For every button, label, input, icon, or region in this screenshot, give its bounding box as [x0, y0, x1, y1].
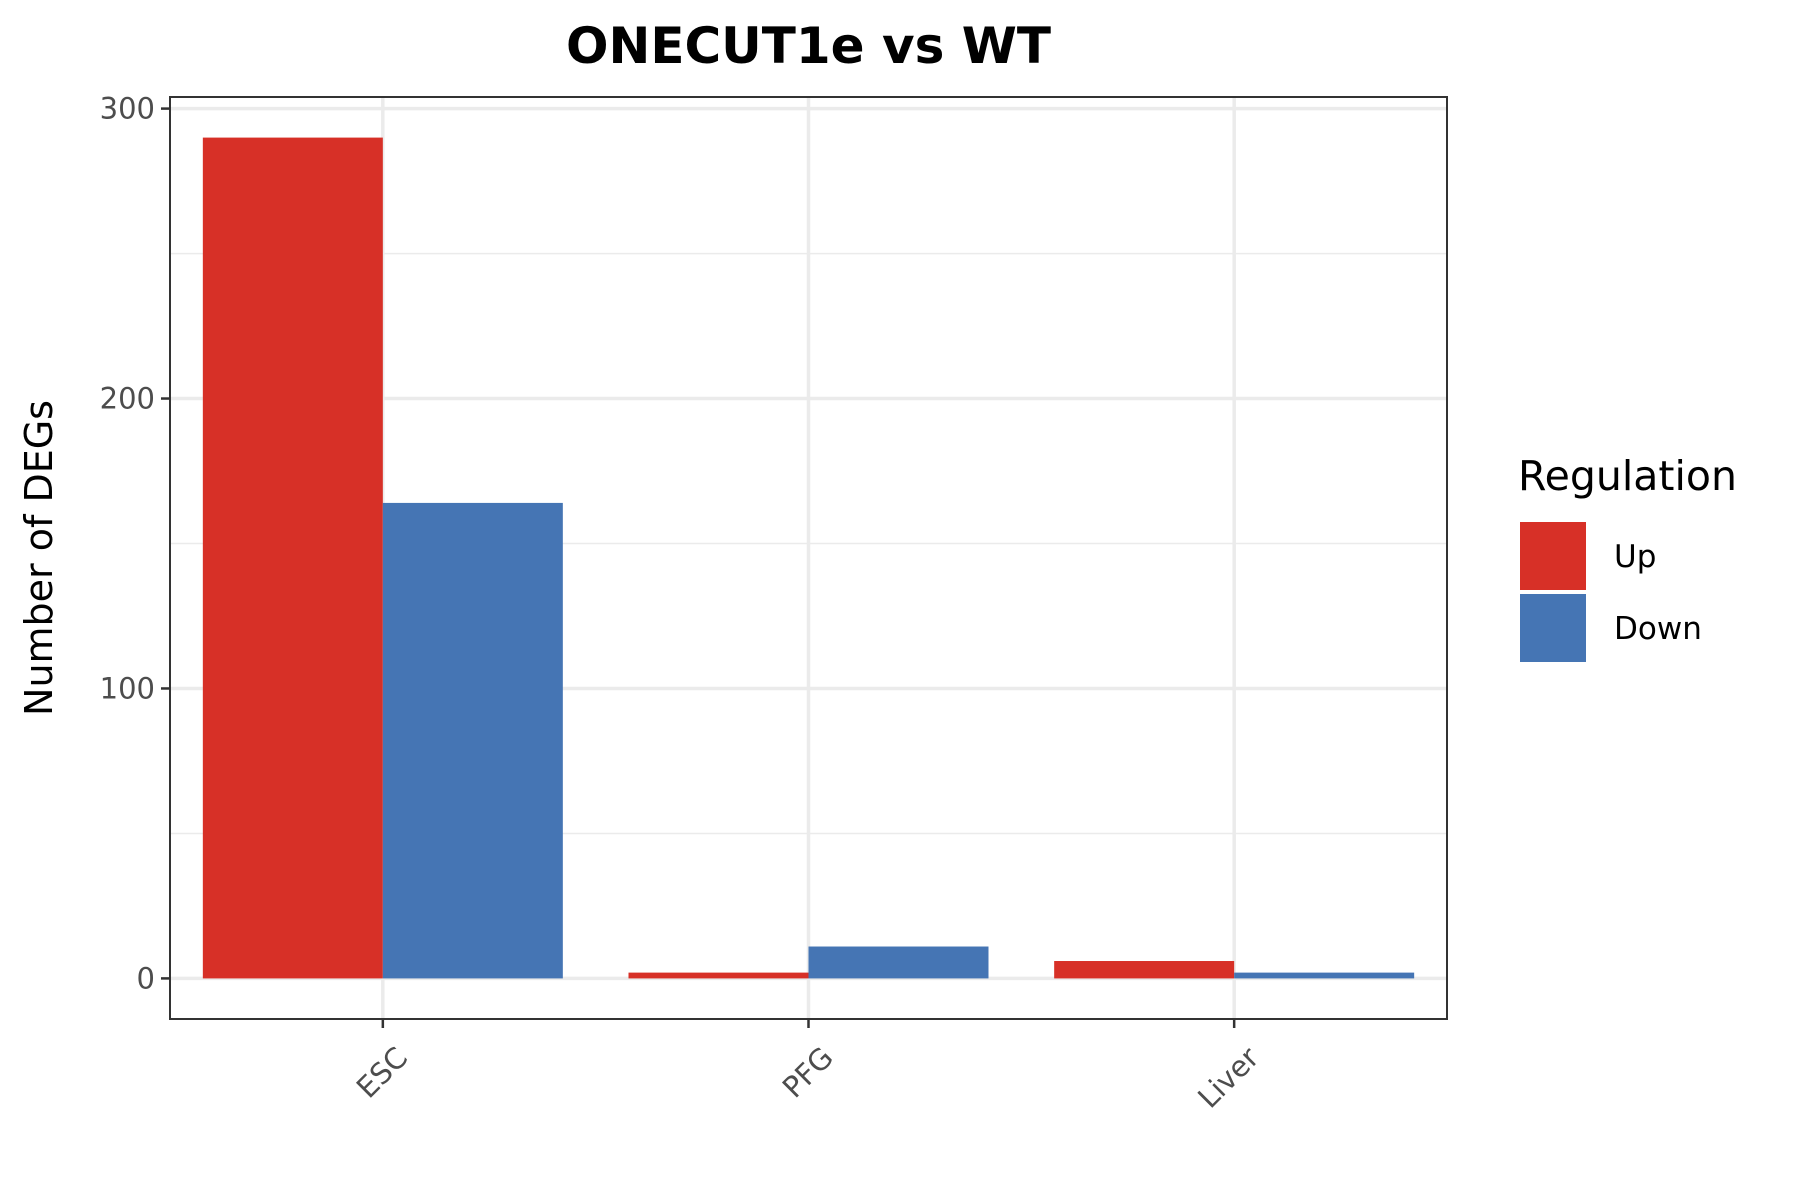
x-tick-label: Liver	[1191, 1040, 1265, 1114]
x-tick-label: PFG	[776, 1040, 840, 1104]
legend: Regulation Up Down	[1518, 452, 1737, 662]
bar-esc-down	[382, 502, 563, 979]
bar-liver-up	[1054, 961, 1235, 979]
y-axis-title: Number of DEGs	[17, 400, 61, 716]
bar-esc-up	[202, 137, 383, 979]
y-tick-label: 0	[137, 961, 155, 995]
x-axis: ESC PFG Liver	[350, 1019, 1266, 1115]
x-tick-label: ESC	[350, 1040, 414, 1104]
bar-pfg-up	[628, 972, 809, 979]
legend-label-up: Up	[1614, 539, 1656, 575]
bars-layer	[202, 137, 1415, 979]
bar-pfg-down	[808, 946, 989, 979]
bar-liver-down	[1234, 972, 1415, 979]
y-tick-label: 200	[100, 382, 155, 416]
chart-title: ONECUT1e vs WT	[566, 17, 1051, 75]
legend-label-down: Down	[1614, 611, 1702, 647]
legend-title: Regulation	[1518, 452, 1737, 500]
y-tick-label: 300	[100, 92, 155, 126]
y-tick-label: 100	[100, 671, 155, 705]
legend-key-down	[1520, 594, 1586, 662]
legend-key-up	[1520, 522, 1586, 590]
y-axis: 0 100 200 300	[100, 92, 170, 995]
